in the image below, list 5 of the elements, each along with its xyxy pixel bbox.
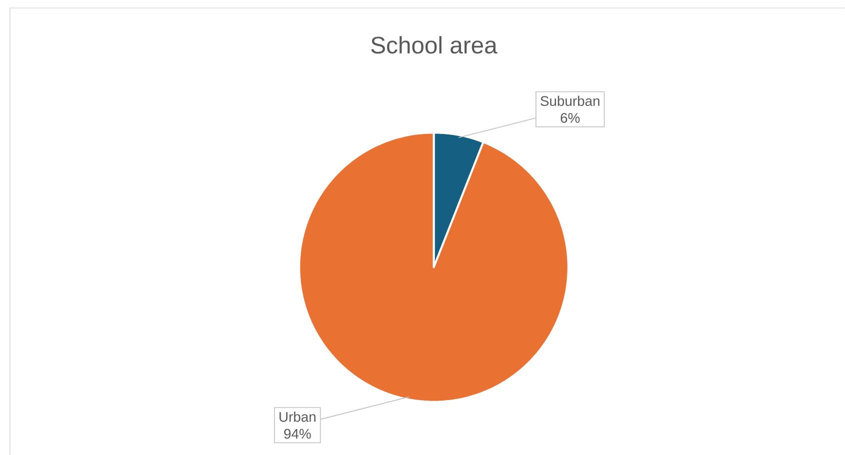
slice-label: Urban bbox=[280, 412, 316, 422]
slice-label: Suburban bbox=[540, 96, 600, 106]
chart-title: School area bbox=[371, 36, 498, 54]
data-label: 6% bbox=[560, 112, 580, 123]
data-label: 94% bbox=[284, 428, 311, 439]
